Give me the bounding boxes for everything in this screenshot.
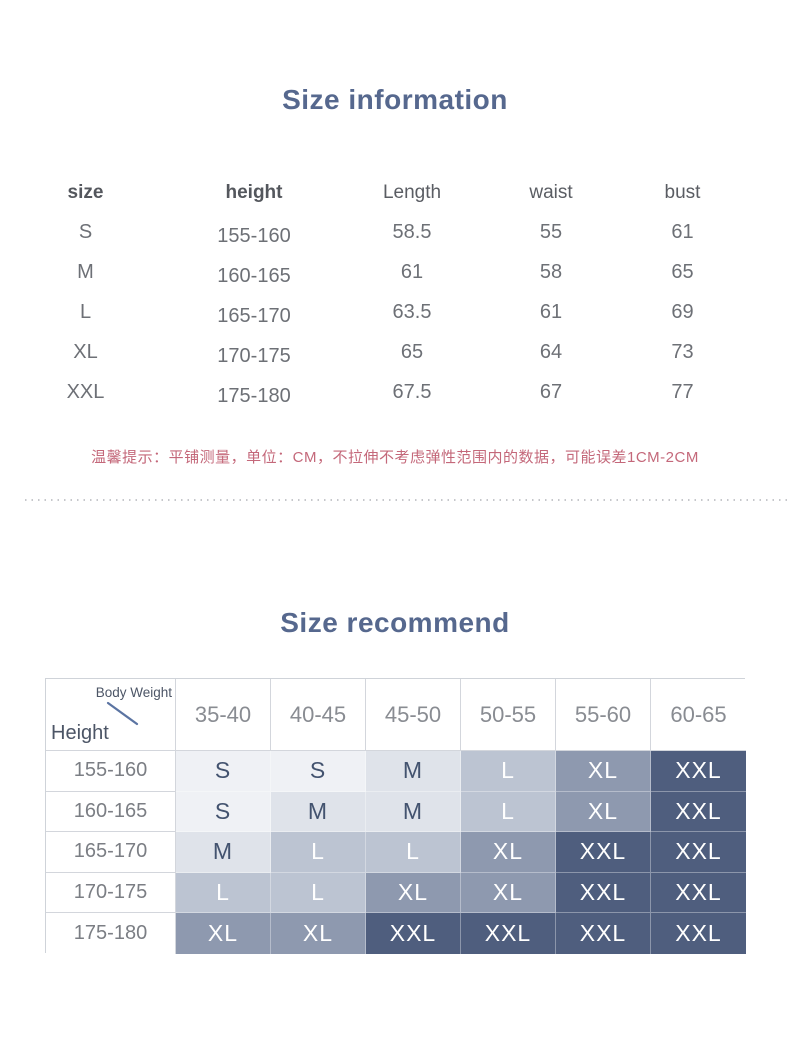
column-header-height: height <box>225 182 283 203</box>
size-value: L <box>79 300 92 323</box>
weight-column-header: 55-60 <box>556 679 651 751</box>
diagonal-divider-line <box>106 701 139 726</box>
waist-value: 55 <box>539 220 563 243</box>
height-value: 155-160 <box>217 224 291 247</box>
length-value: 61 <box>400 260 424 283</box>
length-value: 63.5 <box>392 300 432 323</box>
size-recommend-table: Body Weight Height 35-40 40-45 45-50 50-… <box>45 678 746 954</box>
recommend-cell: XXL <box>556 832 651 873</box>
column-header-size: size <box>67 182 104 203</box>
recommend-cell: XXL <box>461 913 556 954</box>
size-information-table: size height Length waist bust S 155-160 … <box>0 172 750 412</box>
weight-column-header: 35-40 <box>176 679 271 751</box>
corner-header-cell: Body Weight Height <box>46 679 176 751</box>
size-value: S <box>78 220 93 243</box>
size-information-title: Size information <box>282 84 508 115</box>
waist-value: 58 <box>539 260 563 283</box>
body-weight-label: Body Weight <box>95 685 172 700</box>
recommend-cell: XXL <box>556 872 651 914</box>
recommend-cell: M <box>366 791 461 833</box>
size-value: M <box>77 260 94 283</box>
recommend-cell: M <box>176 832 271 873</box>
recommend-cell: XXL <box>651 832 746 873</box>
recommend-cell: XL <box>461 832 556 873</box>
recommend-cell: XL <box>461 872 556 914</box>
weight-column-header: 50-55 <box>461 679 556 751</box>
recommend-cell: L <box>461 791 556 833</box>
height-row-label: 170-175 <box>46 872 176 914</box>
bust-value: 65 <box>671 260 694 283</box>
bust-value: 69 <box>671 300 694 323</box>
recommend-cell: XL <box>366 872 461 914</box>
length-value: 58.5 <box>392 220 432 243</box>
recommend-cell: L <box>366 832 461 873</box>
recommend-cell: XXL <box>366 913 461 954</box>
dotted-divider <box>25 499 790 501</box>
bust-value: 73 <box>671 340 694 363</box>
recommend-cell: L <box>271 872 366 914</box>
recommend-cell: L <box>461 751 556 792</box>
height-value: 175-180 <box>217 384 291 407</box>
recommend-cell: S <box>271 751 366 792</box>
length-value: 65 <box>400 340 424 363</box>
weight-column-header: 60-65 <box>651 679 746 751</box>
height-value: 170-175 <box>217 344 291 367</box>
column-header-bust: bust <box>664 182 701 203</box>
waist-value: 64 <box>539 340 563 363</box>
recommend-cell: XXL <box>651 751 746 792</box>
weight-column-header: 40-45 <box>271 679 366 751</box>
height-row-label: 160-165 <box>46 791 176 833</box>
weight-column-header: 45-50 <box>366 679 461 751</box>
recommend-cell: XXL <box>651 791 746 833</box>
length-value: 67.5 <box>392 380 432 403</box>
recommend-cell: XL <box>556 751 651 792</box>
waist-value: 67 <box>539 380 563 403</box>
column-header-waist: waist <box>529 182 573 203</box>
size-value: XL <box>73 340 98 363</box>
height-value: 160-165 <box>217 264 291 287</box>
size-value: XXL <box>66 380 105 403</box>
waist-value: 61 <box>539 300 563 323</box>
recommend-cell: M <box>271 791 366 833</box>
recommend-cell: S <box>176 751 271 792</box>
bust-value: 61 <box>671 220 694 243</box>
height-row-label: 175-180 <box>46 913 176 954</box>
column-header-length: Length <box>382 182 442 203</box>
height-row-label: 155-160 <box>46 751 176 792</box>
recommend-cell: M <box>366 751 461 792</box>
measurement-note: 温馨提示：平铺测量，单位：CM，不拉伸不考虑弹性范围内的数据，可能误差1CM-2… <box>91 449 699 466</box>
recommend-cell: L <box>271 832 366 873</box>
recommend-cell: XL <box>556 791 651 833</box>
size-recommend-title: Size recommend <box>280 607 510 638</box>
recommend-cell: XXL <box>651 872 746 914</box>
recommend-cell: S <box>176 791 271 833</box>
recommend-cell: XL <box>176 913 271 954</box>
recommend-cell: L <box>176 872 271 914</box>
recommend-cell: XXL <box>651 913 746 954</box>
height-axis-label: Height <box>51 722 109 744</box>
height-value: 165-170 <box>217 304 291 327</box>
recommend-cell: XXL <box>556 913 651 954</box>
bust-value: 77 <box>671 380 694 403</box>
recommend-cell: XL <box>271 913 366 954</box>
height-row-label: 165-170 <box>46 832 176 873</box>
